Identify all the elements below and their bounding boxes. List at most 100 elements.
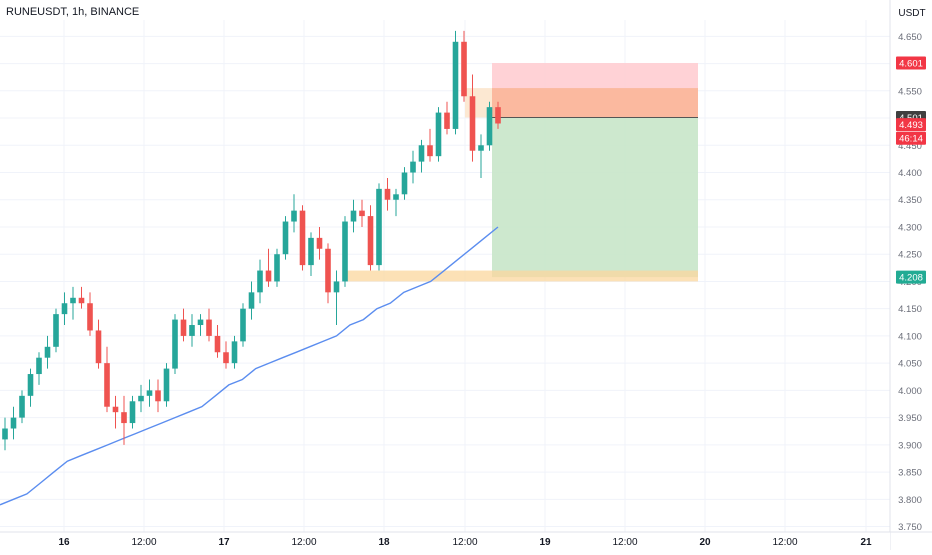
time-tick-label: 12:00 xyxy=(291,537,316,548)
candle-body[interactable] xyxy=(486,107,493,146)
price-tick-label: 3.800 xyxy=(898,495,922,506)
candle-body[interactable] xyxy=(10,417,17,429)
candle-body[interactable] xyxy=(112,406,119,413)
price-label-text: 4.208 xyxy=(899,272,923,283)
candle-body[interactable] xyxy=(333,281,340,293)
candle-body[interactable] xyxy=(325,248,331,293)
price-tick-label: 4.400 xyxy=(898,168,922,179)
candle-body[interactable] xyxy=(478,145,484,151)
time-tick-label: 12:00 xyxy=(131,537,156,548)
price-tick-label: 4.550 xyxy=(898,86,922,97)
candle-body[interactable] xyxy=(410,161,416,173)
candle-body[interactable] xyxy=(401,172,408,195)
time-tick-label: 20 xyxy=(699,537,711,548)
candle-body[interactable] xyxy=(172,319,178,369)
candle-body[interactable] xyxy=(189,325,195,336)
candle-body[interactable] xyxy=(240,308,246,342)
price-tick-label: 4.300 xyxy=(898,222,922,233)
candle-body[interactable] xyxy=(180,319,187,336)
candle-body[interactable] xyxy=(95,330,102,364)
price-tick-label: 4.450 xyxy=(898,141,922,152)
candle-body[interactable] xyxy=(376,188,382,266)
candle-body[interactable] xyxy=(53,314,59,347)
price-label-text: 4.601 xyxy=(899,58,923,69)
candle-body[interactable] xyxy=(342,221,348,282)
time-tick-label: 16 xyxy=(58,537,70,548)
price-label-pill xyxy=(896,118,926,132)
candle-body[interactable] xyxy=(87,303,93,331)
zone-layer xyxy=(345,63,698,282)
candle-body[interactable] xyxy=(359,210,365,217)
candle-body[interactable] xyxy=(78,297,85,304)
price-label-pill xyxy=(896,56,926,70)
candle-body[interactable] xyxy=(104,363,110,407)
candle-body[interactable] xyxy=(265,270,272,282)
candle-body[interactable] xyxy=(384,188,391,200)
candle-body[interactable] xyxy=(291,210,297,222)
candle-body[interactable] xyxy=(206,319,212,336)
candle-body[interactable] xyxy=(444,112,450,129)
candle-body[interactable] xyxy=(2,428,8,440)
candle-body[interactable] xyxy=(231,341,238,364)
candle-body[interactable] xyxy=(70,297,76,304)
candle-body[interactable] xyxy=(121,412,127,424)
candle-body[interactable] xyxy=(19,395,25,418)
price-label-text: 46:14 xyxy=(899,133,923,144)
candle-body[interactable] xyxy=(146,390,153,396)
entry-order-zone xyxy=(492,88,698,118)
price-tick-label: 3.950 xyxy=(898,413,922,424)
take-profit-zone[interactable] xyxy=(492,117,698,278)
candle-body[interactable] xyxy=(282,221,289,255)
candle-body[interactable] xyxy=(248,292,255,309)
candle-body[interactable] xyxy=(274,254,280,282)
candle-body[interactable] xyxy=(197,319,204,326)
candle-body[interactable] xyxy=(61,303,68,315)
candle-body[interactable] xyxy=(435,112,442,157)
candle-body[interactable] xyxy=(418,145,425,162)
time-tick-label: 19 xyxy=(539,537,551,548)
candle-body[interactable] xyxy=(495,107,501,124)
price-label-pill xyxy=(896,270,926,284)
price-tick-label: 4.250 xyxy=(898,250,922,261)
candle-body[interactable] xyxy=(223,352,229,364)
candle-body[interactable] xyxy=(163,368,170,402)
time-tick-label: 12:00 xyxy=(772,537,797,548)
price-tick-label: 4.100 xyxy=(898,331,922,342)
candle-body[interactable] xyxy=(316,237,323,249)
price-tick-label: 4.000 xyxy=(898,386,922,397)
time-axis-background xyxy=(0,532,890,550)
time-tick-label: 21 xyxy=(860,537,872,548)
candle-body[interactable] xyxy=(367,216,374,266)
candle-body[interactable] xyxy=(214,335,221,353)
candle-body[interactable] xyxy=(350,210,357,222)
price-tick-label: 4.050 xyxy=(898,359,922,370)
candle-body[interactable] xyxy=(461,41,467,97)
candle-body[interactable] xyxy=(138,395,144,402)
symbol-title[interactable]: RUNEUSDT, 1h, BINANCE xyxy=(6,6,140,18)
price-label-pill xyxy=(896,131,926,145)
time-tick-label: 18 xyxy=(378,537,390,548)
candles-layer xyxy=(2,30,501,451)
candle-body[interactable] xyxy=(155,390,161,402)
price-tick-label: 4.350 xyxy=(898,195,922,206)
price-tick-label: 4.150 xyxy=(898,304,922,315)
moving-average-line xyxy=(0,226,499,506)
candle-body[interactable] xyxy=(27,374,34,396)
candle-body[interactable] xyxy=(469,96,476,151)
candle-body[interactable] xyxy=(427,145,433,157)
candle-body[interactable] xyxy=(44,346,51,358)
candle-body[interactable] xyxy=(308,237,314,266)
demand-zone[interactable] xyxy=(345,270,698,282)
candle-body[interactable] xyxy=(299,210,306,266)
time-tick-label: 12:00 xyxy=(612,537,637,548)
candle-body[interactable] xyxy=(393,194,399,200)
candle-body[interactable] xyxy=(257,270,263,293)
time-tick-label: 12:00 xyxy=(452,537,477,548)
candle-body[interactable] xyxy=(452,41,459,129)
currency-label: USDT xyxy=(898,8,925,19)
candle-body[interactable] xyxy=(129,401,136,424)
candle-body[interactable] xyxy=(36,357,42,375)
